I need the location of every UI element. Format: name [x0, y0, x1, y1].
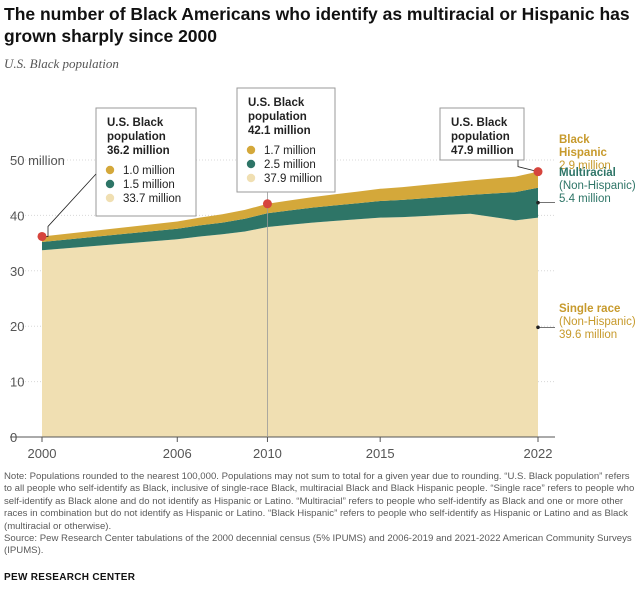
x-tick-label: 2022 [524, 446, 553, 461]
series-qualifier-label: (Non-Hispanic) [559, 180, 636, 192]
total-marker [262, 199, 272, 209]
legend-swatch [105, 179, 115, 189]
callout-heading: population [451, 131, 510, 143]
series-name-label: Multiracial [559, 167, 616, 179]
y-tick-label: 50 million [10, 153, 65, 168]
total-marker [37, 231, 47, 241]
legend-swatch [246, 145, 256, 155]
series-qualifier-label: (Non-Hispanic) [559, 316, 636, 328]
callout-value: 1.7 million [264, 145, 316, 157]
y-tick-label: 40 [10, 208, 24, 223]
callout-total: 47.9 million [451, 145, 514, 157]
callout-value: 37.9 million [264, 173, 322, 185]
callout-heading: U.S. Black [107, 117, 164, 129]
y-tick-label: 30 [10, 264, 24, 279]
chart-notes: Note: Populations rounded to the nearest… [4, 471, 636, 558]
legend-swatch [105, 193, 115, 203]
total-marker [533, 167, 543, 177]
callout-value: 1.5 million [123, 179, 175, 191]
x-tick-label: 2010 [253, 446, 282, 461]
callout-value: 2.5 million [264, 159, 316, 171]
series-value-label: 5.4 million [559, 193, 611, 205]
stacked-area-chart: 01020304050 million20002006201020152022U… [10, 87, 636, 461]
area-black-hispanic [42, 171, 538, 242]
callout-heading: U.S. Black [248, 97, 305, 109]
series-name-label: Single race [559, 303, 620, 315]
callout-total: 42.1 million [248, 125, 311, 137]
series-value-label: 39.6 million [559, 329, 617, 341]
callout-total: 36.2 million [107, 145, 170, 157]
x-tick-label: 2006 [163, 446, 192, 461]
series-name-label: Black [559, 134, 590, 146]
callout-heading: population [107, 131, 166, 143]
area-single-race [42, 213, 538, 437]
callout-box [439, 107, 525, 161]
note-text: Note: Populations rounded to the nearest… [4, 471, 635, 532]
x-tick-label: 2015 [366, 446, 395, 461]
callout-leader [42, 173, 97, 237]
legend-swatch [246, 173, 256, 183]
callout-heading: U.S. Black [451, 117, 508, 129]
brand-logo-text: PEW RESEARCH CENTER [4, 572, 136, 583]
legend-swatch [246, 159, 256, 169]
y-tick-label: 20 [10, 319, 24, 334]
callout-value: 1.0 million [123, 165, 175, 177]
legend-swatch [105, 165, 115, 175]
callout-value: 33.7 million [123, 193, 181, 205]
chart-title: The number of Black Americans who identi… [4, 4, 630, 46]
source-text: Source: Pew Research Center tabulations … [4, 533, 632, 557]
area-multiracial [42, 187, 538, 251]
series-value-label: 2.9 million [559, 160, 611, 172]
x-tick-label: 2000 [28, 446, 57, 461]
chart-subtitle: U.S. Black population [4, 56, 119, 71]
series-name-label: Hispanic [559, 147, 608, 159]
y-tick-label: 10 [10, 375, 24, 390]
callout-heading: population [248, 111, 307, 123]
callout-leader [517, 160, 539, 173]
